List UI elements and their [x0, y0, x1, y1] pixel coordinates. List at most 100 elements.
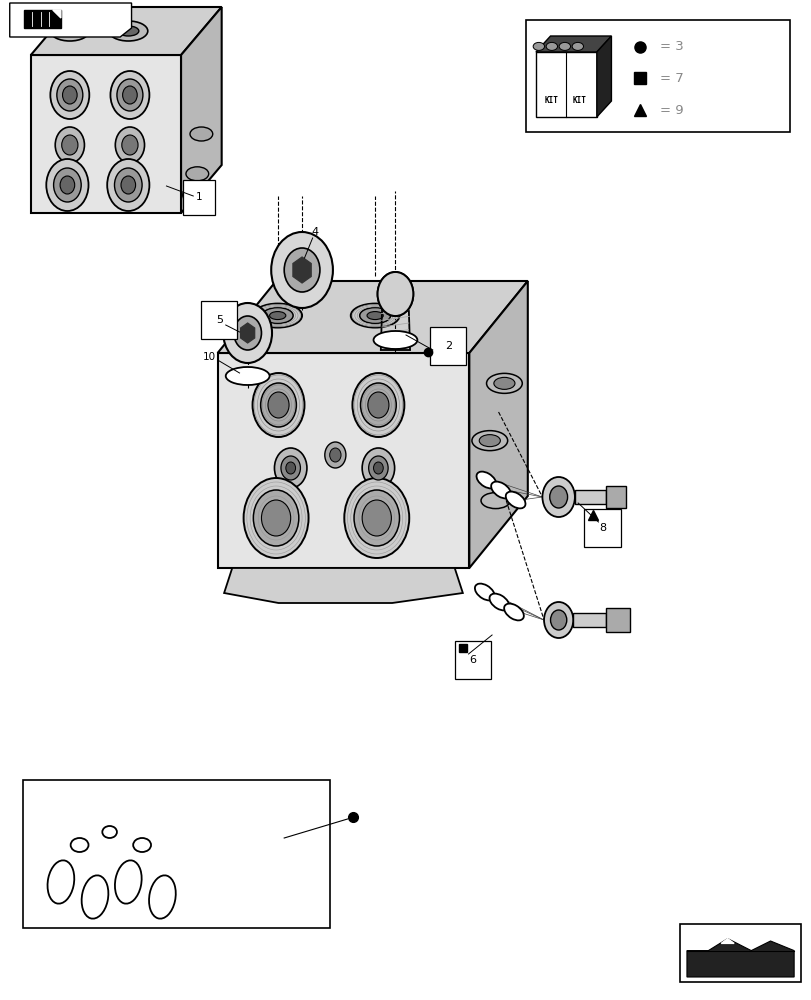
Ellipse shape [559, 42, 570, 50]
Ellipse shape [359, 308, 390, 324]
Ellipse shape [115, 127, 144, 163]
Ellipse shape [243, 478, 308, 558]
Polygon shape [217, 281, 527, 353]
Ellipse shape [48, 860, 74, 904]
Text: = 9: = 9 [659, 104, 683, 116]
Ellipse shape [186, 167, 208, 181]
Polygon shape [596, 36, 611, 117]
Ellipse shape [476, 472, 496, 488]
Ellipse shape [368, 456, 388, 480]
Ellipse shape [60, 176, 75, 194]
Ellipse shape [190, 127, 212, 141]
Text: = 3: = 3 [659, 40, 683, 53]
Polygon shape [181, 7, 221, 213]
Polygon shape [293, 257, 311, 283]
Ellipse shape [269, 312, 285, 320]
Ellipse shape [367, 312, 383, 320]
Ellipse shape [504, 604, 523, 620]
Ellipse shape [114, 168, 142, 202]
Polygon shape [10, 3, 131, 37]
Ellipse shape [474, 584, 494, 600]
Ellipse shape [543, 602, 573, 638]
Ellipse shape [110, 71, 149, 119]
Ellipse shape [480, 493, 509, 509]
FancyBboxPatch shape [23, 780, 329, 928]
Ellipse shape [533, 42, 544, 50]
Ellipse shape [62, 135, 78, 155]
Polygon shape [535, 36, 611, 52]
Text: 4: 4 [311, 227, 318, 237]
Ellipse shape [253, 304, 302, 328]
Ellipse shape [82, 875, 108, 919]
Polygon shape [720, 939, 733, 943]
Ellipse shape [329, 448, 341, 462]
Text: = 7: = 7 [659, 72, 683, 85]
Ellipse shape [199, 199, 208, 211]
Ellipse shape [284, 248, 320, 292]
Ellipse shape [354, 490, 399, 546]
Ellipse shape [373, 462, 383, 474]
Ellipse shape [572, 42, 583, 50]
Ellipse shape [542, 477, 574, 517]
Ellipse shape [360, 383, 396, 427]
Ellipse shape [121, 176, 135, 194]
Ellipse shape [107, 159, 149, 211]
Polygon shape [31, 55, 181, 213]
Ellipse shape [271, 232, 333, 308]
Ellipse shape [362, 448, 394, 488]
Ellipse shape [149, 875, 175, 919]
Ellipse shape [367, 392, 388, 418]
Polygon shape [535, 52, 596, 117]
Ellipse shape [478, 435, 500, 447]
Ellipse shape [373, 331, 417, 349]
Polygon shape [686, 939, 793, 977]
Ellipse shape [281, 456, 300, 480]
Text: KIT: KIT [572, 96, 586, 105]
Ellipse shape [260, 383, 296, 427]
Text: 1: 1 [195, 192, 202, 202]
Ellipse shape [133, 838, 151, 852]
Ellipse shape [261, 500, 290, 536]
Ellipse shape [352, 373, 404, 437]
Polygon shape [224, 568, 462, 603]
Polygon shape [217, 353, 469, 568]
Ellipse shape [62, 86, 77, 104]
Ellipse shape [491, 482, 510, 498]
Ellipse shape [350, 304, 399, 328]
Ellipse shape [102, 826, 117, 838]
Ellipse shape [191, 194, 200, 206]
Ellipse shape [59, 26, 80, 36]
Text: 5: 5 [216, 315, 222, 325]
Ellipse shape [324, 442, 345, 468]
Ellipse shape [55, 127, 84, 163]
Ellipse shape [505, 492, 525, 508]
Ellipse shape [117, 79, 143, 111]
Text: 10: 10 [203, 352, 216, 362]
Polygon shape [240, 323, 255, 343]
Ellipse shape [57, 79, 83, 111]
Ellipse shape [252, 373, 304, 437]
Ellipse shape [362, 500, 391, 536]
Ellipse shape [268, 392, 289, 418]
Bar [573, 613, 605, 627]
Ellipse shape [285, 462, 295, 474]
Ellipse shape [344, 478, 409, 558]
FancyBboxPatch shape [680, 924, 800, 982]
Ellipse shape [71, 838, 88, 852]
Ellipse shape [234, 316, 261, 350]
Ellipse shape [486, 373, 521, 393]
Ellipse shape [115, 860, 141, 904]
Ellipse shape [122, 135, 138, 155]
Ellipse shape [274, 448, 307, 488]
Ellipse shape [489, 594, 508, 610]
Ellipse shape [546, 42, 557, 50]
Text: KIT: KIT [543, 96, 558, 105]
Ellipse shape [122, 86, 137, 104]
Ellipse shape [109, 21, 148, 41]
Polygon shape [31, 7, 221, 55]
Text: 2: 2 [444, 341, 451, 351]
Ellipse shape [50, 21, 89, 41]
Ellipse shape [182, 189, 192, 201]
Ellipse shape [46, 159, 88, 211]
Ellipse shape [493, 377, 514, 389]
